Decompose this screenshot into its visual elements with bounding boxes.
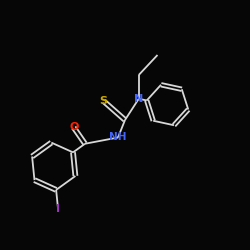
Text: O: O — [69, 122, 78, 132]
Text: N: N — [134, 94, 143, 104]
Text: NH: NH — [109, 132, 127, 142]
Text: I: I — [56, 204, 60, 214]
Text: S: S — [100, 96, 108, 106]
